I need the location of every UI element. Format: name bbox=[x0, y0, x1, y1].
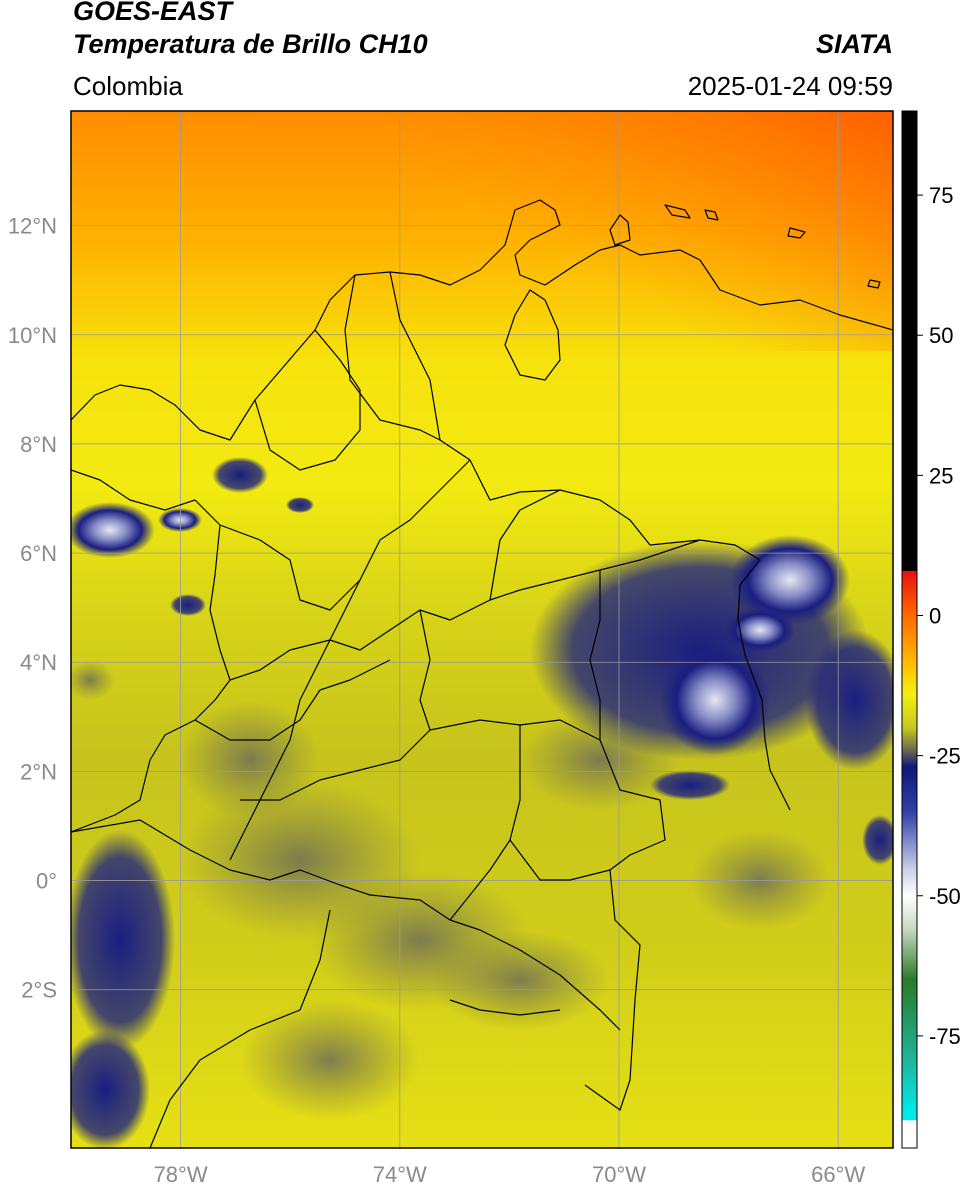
lat-tick-label: 0° bbox=[36, 869, 57, 894]
colorbar-tick-label: 50 bbox=[929, 323, 953, 348]
political-borders bbox=[71, 199, 893, 1148]
map-frame bbox=[70, 110, 894, 1149]
lat-tick-label: 2°S bbox=[21, 978, 57, 1003]
colorbar-tick-label: 25 bbox=[929, 463, 953, 488]
lat-tick-label: 8°N bbox=[20, 432, 57, 457]
lat-tick-label: 2°N bbox=[20, 759, 57, 784]
colorbar: 75 50 25 0 -25 -50 -75 bbox=[901, 110, 961, 1149]
lon-tick-label: 70°W bbox=[592, 1162, 646, 1187]
latitude-axis: 12°N 10°N 8°N 6°N 4°N 2°N 0° 2°S bbox=[8, 214, 57, 1003]
brightness-temperature-field bbox=[71, 111, 893, 1148]
lon-tick-label: 74°W bbox=[373, 1162, 427, 1187]
lat-tick-label: 10°N bbox=[8, 323, 57, 348]
colorbar-tick-label: -50 bbox=[929, 884, 961, 909]
brand-label: SIATA bbox=[816, 29, 893, 59]
lat-tick-label: 4°N bbox=[20, 650, 57, 675]
colorbar-frame bbox=[901, 110, 918, 1149]
lat-tick-label: 6°N bbox=[20, 541, 57, 566]
colorbar-ramp bbox=[902, 111, 917, 1148]
colorbar-tick-label: -25 bbox=[929, 744, 961, 769]
region-label: Colombia bbox=[73, 71, 183, 101]
timestamp-label: 2025-01-24 09:59 bbox=[687, 71, 893, 101]
product-title: Temperatura de Brillo CH10 bbox=[73, 29, 428, 59]
lat-tick-label: 12°N bbox=[8, 214, 57, 239]
colorbar-tick-label: 75 bbox=[929, 183, 953, 208]
satellite-title: GOES-EAST bbox=[73, 0, 233, 26]
colorbar-tick-label: 0 bbox=[929, 603, 941, 628]
lon-tick-label: 78°W bbox=[154, 1162, 208, 1187]
longitude-axis: 78°W 74°W 70°W 66°W bbox=[154, 1162, 866, 1187]
lon-tick-label: 66°W bbox=[811, 1162, 865, 1187]
colorbar-tick-label: -75 bbox=[929, 1024, 961, 1049]
